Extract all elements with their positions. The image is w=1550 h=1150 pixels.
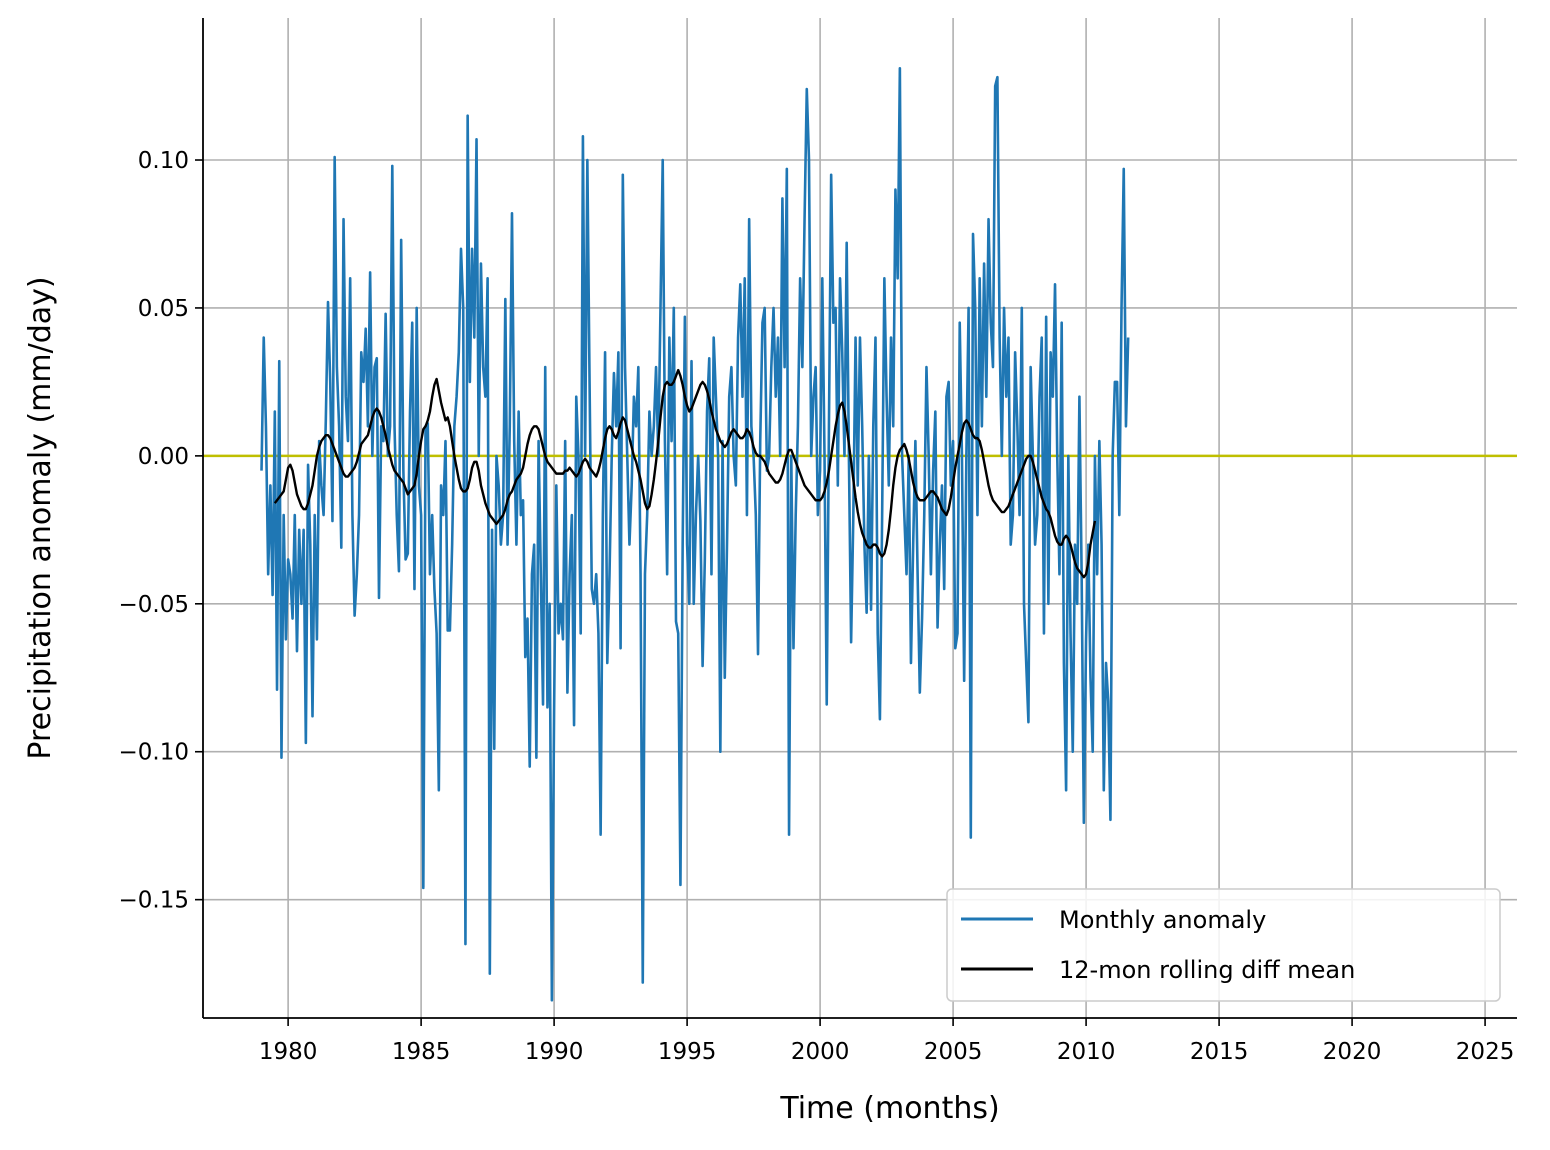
legend-box <box>946 888 1501 1002</box>
y-tick-label: −0.10 <box>119 740 189 766</box>
x-tick-label: 1980 <box>259 1039 318 1065</box>
legend-label: Monthly anomaly <box>1059 906 1266 934</box>
axes: 1980 1985 1990 1995 2000 2005 2010 2015 2020 2025… <box>23 18 1517 1126</box>
grid <box>203 18 1517 1018</box>
x-tick-label: 2025 <box>1456 1039 1515 1065</box>
monthly-anomaly-line <box>260 67 1130 1002</box>
x-tick-label: 2000 <box>791 1039 850 1065</box>
series <box>260 67 1130 1002</box>
x-tick-label: 2020 <box>1323 1039 1382 1065</box>
legend-label: 12-mon rolling diff mean <box>1059 956 1355 984</box>
x-axis-label: Time (months) <box>779 1091 999 1126</box>
legend: Monthly anomaly 12-mon rolling diff mean <box>946 888 1501 1002</box>
y-axis-label: Precipitation anomaly (mm/day) <box>23 276 58 759</box>
x-tick-label: 2010 <box>1057 1039 1116 1065</box>
rolling-mean-line <box>273 368 1097 579</box>
y-tick-label: 0.05 <box>138 296 189 322</box>
x-tick-label: 2015 <box>1190 1039 1249 1065</box>
y-tick-label: −0.05 <box>119 592 189 618</box>
x-tick-label: 1995 <box>658 1039 717 1065</box>
y-tick-label: 0.10 <box>138 148 189 174</box>
x-tick-label: 1985 <box>392 1039 451 1065</box>
y-tick-label: 0.00 <box>138 444 189 470</box>
x-tick-label: 2005 <box>924 1039 983 1065</box>
x-tick-label: 1990 <box>525 1039 584 1065</box>
y-tick-label: −0.15 <box>119 888 189 914</box>
